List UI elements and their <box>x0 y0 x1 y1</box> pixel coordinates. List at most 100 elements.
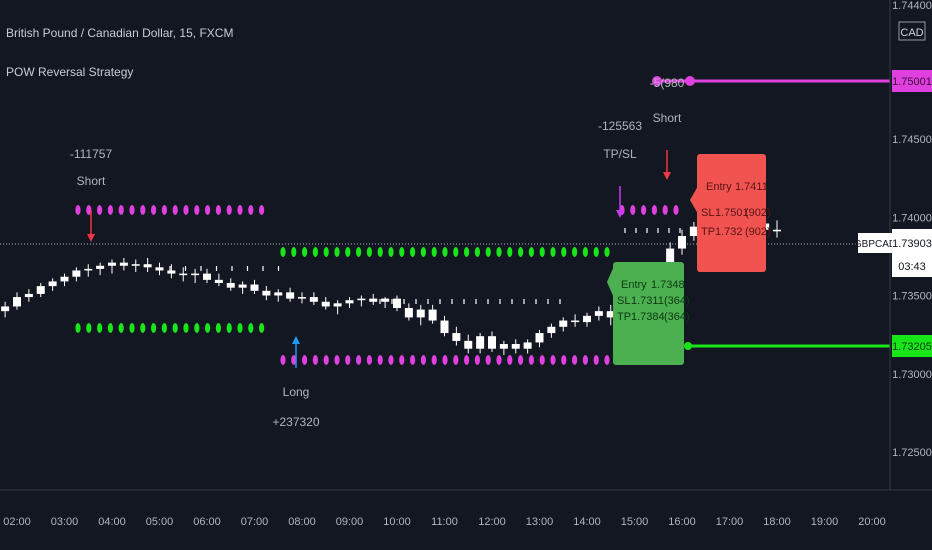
short-trade-box[interactable]: Entry 1.7411 SL 1.7501 (902) TP 1.732 (9… <box>690 154 771 272</box>
bar-countdown: 03:43 <box>898 261 926 273</box>
candle[interactable] <box>559 317 568 332</box>
candle[interactable] <box>238 281 247 294</box>
candle[interactable] <box>511 339 520 354</box>
green-signal-dot <box>75 323 81 333</box>
candle[interactable] <box>309 292 318 305</box>
short-box-pointer <box>690 186 698 214</box>
candle[interactable] <box>108 259 116 274</box>
candle-body <box>345 300 354 304</box>
green-signal-dot <box>593 247 599 257</box>
long-sl-label: SL <box>617 295 630 307</box>
candle[interactable] <box>226 278 235 291</box>
green-signal-dot <box>442 247 448 257</box>
candle[interactable] <box>203 268 211 283</box>
candle-body <box>131 264 140 266</box>
candle[interactable] <box>262 286 271 301</box>
candle[interactable] <box>428 304 437 324</box>
candle[interactable] <box>119 257 128 271</box>
candle[interactable] <box>286 287 295 302</box>
candle[interactable] <box>60 273 69 287</box>
magenta-signal-dot <box>259 205 265 215</box>
candle[interactable] <box>357 295 366 307</box>
candle-body <box>476 336 485 349</box>
long-target-line[interactable] <box>684 342 890 350</box>
candle[interactable] <box>488 331 496 352</box>
candle[interactable] <box>274 289 283 302</box>
candle[interactable] <box>464 334 473 354</box>
candle[interactable] <box>535 329 544 348</box>
candle[interactable] <box>96 262 105 276</box>
candle[interactable] <box>499 340 508 355</box>
green-signal-dot <box>215 323 221 333</box>
candle[interactable] <box>179 267 188 282</box>
candle[interactable] <box>547 323 556 338</box>
green-signal-dot <box>97 323 103 333</box>
magenta-signal-dot <box>539 355 545 365</box>
short2-label: Short <box>653 111 682 125</box>
magenta-signal-dot <box>572 355 578 365</box>
green-signal-dot <box>259 323 265 333</box>
candle[interactable] <box>191 268 200 283</box>
stop-level-dot <box>685 76 695 86</box>
time-axis[interactable]: 02:00 03:00 04:00 05:00 06:00 07:00 08:00 09:00… <box>0 489 932 528</box>
candle[interactable] <box>440 315 449 337</box>
candle[interactable] <box>523 339 532 354</box>
short-stop-line[interactable] <box>652 76 890 86</box>
candle[interactable] <box>143 257 152 273</box>
short-tp-value: 1.732 <box>715 226 743 238</box>
candle[interactable] <box>594 306 603 321</box>
magenta-signal-dot <box>183 205 189 215</box>
candle[interactable] <box>393 295 401 312</box>
candle[interactable] <box>321 297 330 310</box>
candle[interactable] <box>678 229 686 255</box>
candle[interactable] <box>1 301 10 318</box>
candle[interactable] <box>404 303 413 321</box>
short-sl-label: SL <box>701 207 714 219</box>
candle[interactable] <box>773 220 781 238</box>
candle[interactable] <box>345 297 354 309</box>
candle-body <box>773 229 781 232</box>
candle[interactable] <box>214 273 223 287</box>
candle[interactable] <box>476 333 485 354</box>
candle[interactable] <box>48 278 57 291</box>
candle[interactable] <box>250 279 259 294</box>
candle[interactable] <box>84 264 93 277</box>
candle[interactable] <box>131 259 140 273</box>
green-signal-dot <box>323 247 329 257</box>
candle[interactable] <box>369 293 378 305</box>
magenta-signal-dot <box>662 205 668 215</box>
tpsl-pnl: -125563 <box>598 119 642 133</box>
signal-dots-layer <box>75 205 679 365</box>
green-signal-dot <box>226 323 232 333</box>
green-signal-dot <box>248 323 254 333</box>
candle-body <box>511 344 520 349</box>
candle[interactable] <box>606 304 615 326</box>
short-entry-value: 1.7411 <box>735 181 768 193</box>
green-signal-dot <box>345 247 351 257</box>
green-signal-dot <box>604 247 610 257</box>
magenta-signal-dot <box>302 355 308 365</box>
candle-body <box>262 290 271 296</box>
candle[interactable] <box>452 326 461 346</box>
candle[interactable] <box>333 300 342 315</box>
candle[interactable] <box>36 282 45 298</box>
price-axis[interactable]: 1.74400 CAD 1.74500 1.74000 1.73500 1.73000… <box>854 0 932 490</box>
indicator-title[interactable]: POW Reversal Strategy <box>6 65 133 79</box>
symbol-title[interactable]: British Pound / Canadian Dollar, 15, FXC… <box>6 26 233 40</box>
candle[interactable] <box>167 264 176 279</box>
candle[interactable] <box>381 297 390 309</box>
magenta-signal-dot <box>377 355 383 365</box>
candle[interactable] <box>416 304 425 326</box>
candle[interactable] <box>571 314 580 327</box>
candle[interactable] <box>24 289 33 302</box>
currency-box[interactable] <box>898 21 926 41</box>
green-signal-dot <box>539 247 545 257</box>
candle[interactable] <box>298 292 306 304</box>
candle[interactable] <box>155 262 164 276</box>
long-trade-box[interactable]: Entry 1.7348 SL 1.7311 (364) TP 1.7384 (… <box>607 262 690 365</box>
candle[interactable] <box>13 292 21 310</box>
candle[interactable] <box>689 221 698 241</box>
candle[interactable] <box>583 312 591 327</box>
candle[interactable] <box>72 267 81 282</box>
